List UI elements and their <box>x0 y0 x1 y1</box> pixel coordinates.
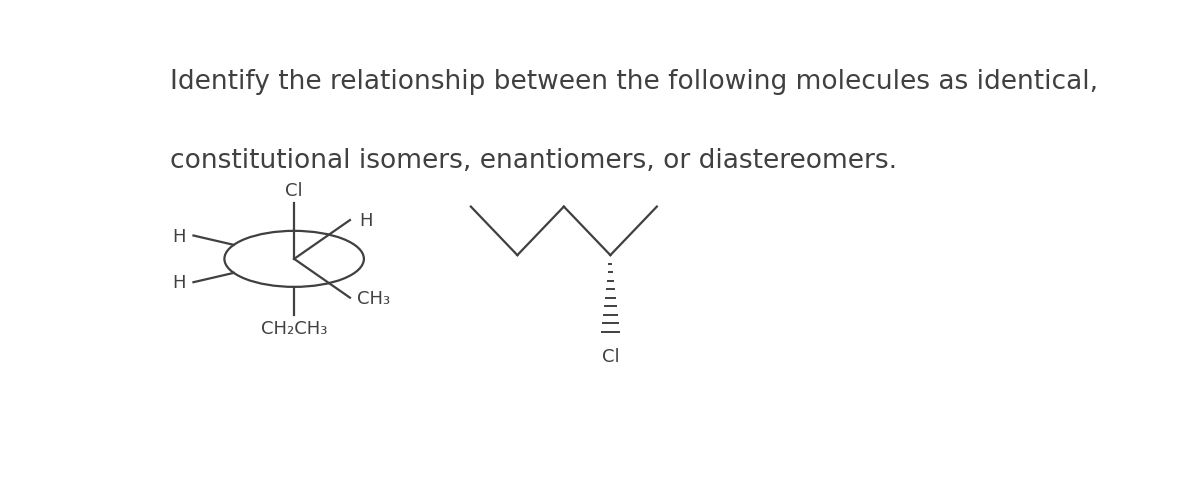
Text: CH₃: CH₃ <box>358 289 390 307</box>
Text: CH₂CH₃: CH₂CH₃ <box>260 319 328 337</box>
Text: H: H <box>359 212 373 229</box>
Text: Cl: Cl <box>286 182 302 200</box>
Text: constitutional isomers, enantiomers, or diastereomers.: constitutional isomers, enantiomers, or … <box>170 148 898 173</box>
Text: Cl: Cl <box>601 347 619 365</box>
Text: H: H <box>173 273 186 291</box>
Text: Identify the relationship between the following molecules as identical,: Identify the relationship between the fo… <box>170 69 1098 95</box>
Text: H: H <box>173 227 186 245</box>
